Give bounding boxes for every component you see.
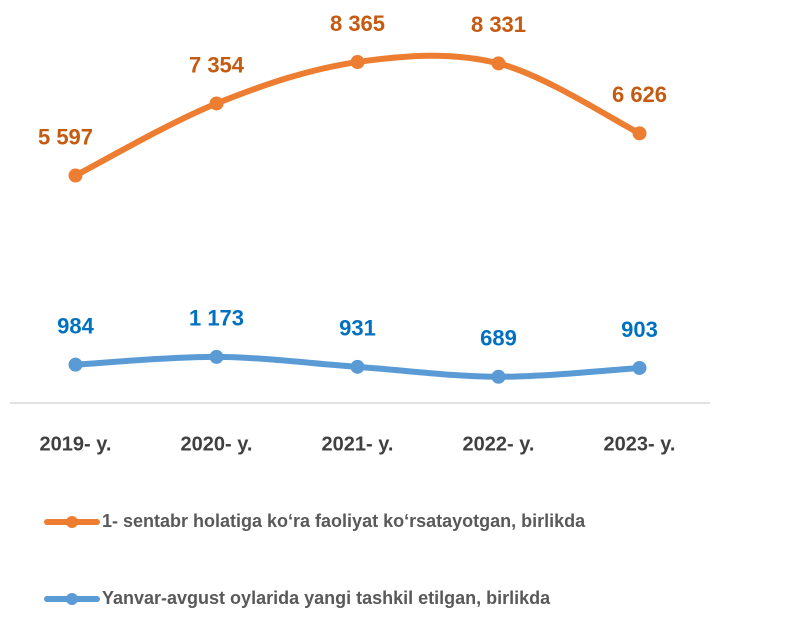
legend-marker	[66, 516, 78, 528]
x-tick-label: 2021- y.	[322, 433, 394, 455]
data-label: 1 173	[189, 306, 244, 331]
point	[491, 369, 506, 384]
x-tick-label: 2023- y.	[604, 433, 676, 455]
data-label: 8 365	[330, 11, 385, 36]
data-label: 903	[621, 317, 658, 342]
point	[632, 126, 647, 141]
point	[68, 357, 83, 372]
legend-marker	[66, 593, 78, 605]
data-label: 7 354	[189, 52, 245, 77]
point	[491, 56, 506, 71]
data-label: 689	[480, 326, 517, 351]
point	[209, 349, 224, 364]
point	[68, 168, 83, 183]
data-label: 8 331	[471, 12, 526, 37]
data-label: 5 597	[38, 124, 93, 149]
x-tick-label: 2020- y.	[181, 433, 253, 455]
x-tick-label: 2022- y.	[463, 433, 535, 455]
point	[350, 359, 365, 374]
series-line	[72, 52, 643, 179]
data-label: 931	[339, 316, 376, 341]
legend-label: 1- sentabr holatiga ko‘ra faoliyat ko‘rs…	[102, 511, 586, 531]
legend-label: Yanvar-avgust oylarida yangi tashkil eti…	[102, 588, 551, 608]
data-label: 984	[57, 313, 94, 338]
data-label: 6 626	[612, 82, 667, 107]
point	[209, 96, 224, 111]
point	[632, 360, 647, 375]
point	[350, 55, 365, 70]
x-tick-label: 2019- y.	[40, 433, 112, 455]
